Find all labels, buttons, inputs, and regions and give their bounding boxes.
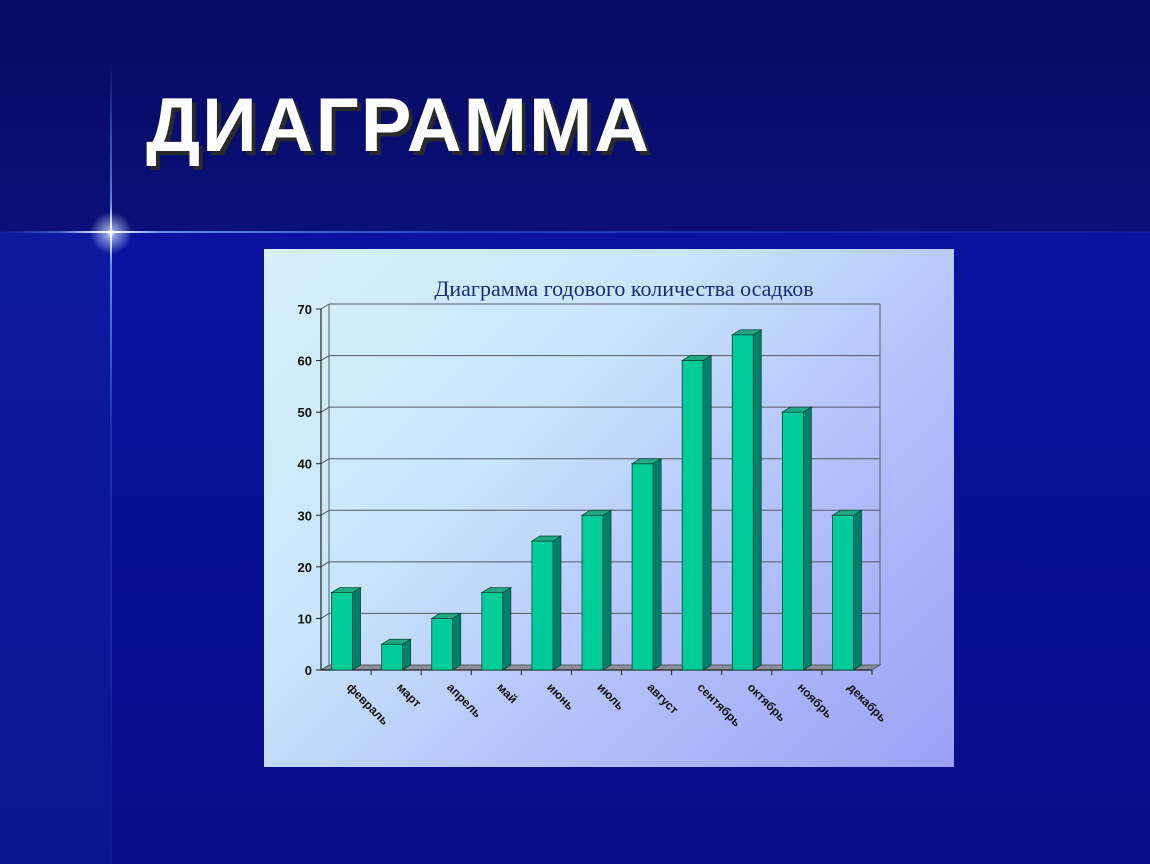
chart-bars: [330, 329, 863, 671]
slide-header-band: [0, 0, 1150, 232]
y-tick-label: 70: [298, 302, 312, 317]
y-tick-label: 10: [298, 611, 312, 626]
bar-top: [831, 509, 863, 516]
bar: [531, 540, 554, 671]
chart-container: Диаграмма годового количества осадков 0 1…: [264, 249, 954, 767]
bar: [481, 592, 504, 671]
sparkle-ray-vertical: [110, 200, 112, 264]
bar-top: [330, 587, 362, 594]
x-tick-label: июнь: [544, 680, 577, 713]
y-tick-label: 60: [298, 354, 312, 369]
bar-top: [530, 535, 563, 542]
slide-left-strip: [0, 232, 110, 864]
gridline-depth: [320, 561, 330, 568]
y-tick-label: 30: [298, 508, 312, 523]
bar-side: [702, 354, 712, 671]
x-tick-label: август: [644, 680, 681, 717]
bar-top: [730, 329, 763, 336]
bar: [581, 514, 604, 671]
x-tick-label: июль: [594, 680, 627, 713]
gridline-depth: [320, 509, 330, 516]
y-tick-labels: 0 10 20 30 40 50 60 70: [298, 302, 312, 678]
bar-top: [630, 458, 663, 465]
bar-top: [480, 587, 513, 594]
bar-top: [380, 638, 413, 645]
y-tick-label: 20: [298, 560, 312, 575]
bar: [631, 463, 654, 671]
slide-title: ДИАГРАММА: [146, 83, 652, 168]
bar: [331, 592, 353, 671]
y-tick-label: 0: [305, 663, 312, 678]
bar: [832, 514, 854, 671]
bar-side: [552, 535, 562, 671]
x-tick-label: сентябрь: [695, 680, 744, 729]
x-tick-labels: февраль март апрель май июнь июль август сентяб…: [344, 680, 890, 729]
bar: [431, 618, 454, 671]
bar-side: [602, 509, 612, 671]
bar-side: [352, 586, 361, 671]
x-tick-label: апрель: [444, 680, 484, 720]
bar-top: [780, 406, 813, 413]
bar-side: [802, 406, 812, 671]
gridline-depth: [320, 613, 330, 619]
gridline-depth: [320, 458, 330, 465]
gridline-depth: [320, 355, 330, 361]
gridline-depth: [320, 303, 330, 310]
bar-chart: Диаграмма годового количества осадков 0 1…: [298, 276, 890, 729]
x-tick-label: март: [394, 680, 424, 710]
bar-top: [430, 613, 463, 619]
y-tick-label: 40: [298, 457, 312, 472]
bar-top: [680, 355, 713, 361]
x-tick-label: май: [494, 680, 520, 706]
bar-side: [452, 612, 462, 671]
bar-side: [752, 329, 762, 671]
bar-side: [502, 586, 512, 671]
bar-top: [580, 509, 613, 516]
bar-side: [853, 509, 862, 671]
bar: [731, 334, 754, 671]
x-tick-label: октябрь: [745, 680, 789, 724]
bar: [781, 411, 804, 671]
x-tick-label: февраль: [344, 680, 392, 728]
y-tick-label: 50: [298, 405, 312, 420]
bar-side: [652, 457, 662, 671]
bar: [681, 360, 704, 671]
decorative-vertical-line: [110, 60, 112, 864]
decorative-horizontal-line: [0, 231, 1150, 233]
bar: [381, 643, 404, 671]
x-tick-label: ноябрь: [795, 680, 836, 721]
gridline-depth: [320, 406, 330, 413]
x-tick-label: декабрь: [845, 680, 890, 725]
chart-title: Диаграмма годового количества осадков: [434, 276, 813, 301]
